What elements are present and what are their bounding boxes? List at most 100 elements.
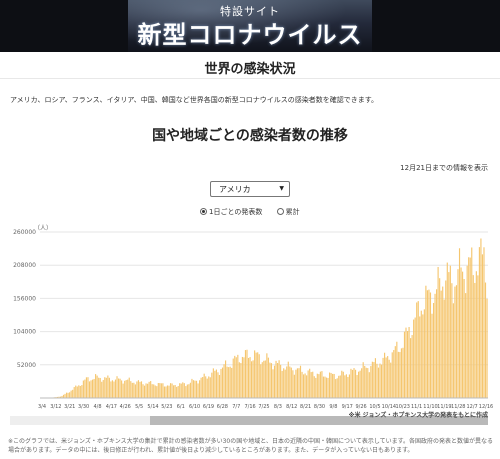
daily-bar: [225, 360, 227, 398]
daily-bar: [283, 368, 285, 398]
x-tick-label: 3/4: [38, 404, 46, 410]
daily-bar: [122, 383, 124, 398]
daily-bar: [481, 254, 484, 398]
chart-scrollbar[interactable]: [10, 416, 488, 425]
daily-bar: [289, 366, 291, 398]
daily-bar: [237, 354, 239, 398]
scroll-thumb[interactable]: [150, 416, 488, 425]
daily-bar: [365, 367, 367, 398]
mode-option-cumulative[interactable]: 累計: [276, 207, 300, 217]
daily-bar: [62, 394, 65, 398]
x-tick-label: 4/17: [106, 404, 117, 410]
daily-bar: [133, 382, 135, 398]
daily-bar: [379, 363, 381, 398]
daily-bar: [160, 383, 162, 398]
daily-bar: [203, 373, 205, 398]
y-tick-label: 208000: [13, 262, 36, 269]
daily-bar: [307, 370, 309, 398]
daily-bar: [324, 376, 326, 398]
daily-bar: [347, 376, 349, 398]
daily-bar: [385, 357, 387, 398]
daily-bar: [455, 285, 458, 398]
daily-bar: [292, 370, 294, 398]
daily-bar: [156, 386, 158, 398]
daily-bar: [121, 380, 123, 398]
daily-bar: [229, 366, 231, 398]
daily-bar: [244, 350, 247, 398]
daily-bar: [95, 374, 97, 398]
daily-bar: [189, 382, 191, 398]
daily-bar: [325, 377, 328, 398]
radio-icon[interactable]: [276, 208, 284, 215]
daily-bar: [428, 289, 430, 398]
daily-bar: [145, 383, 147, 398]
daily-bar: [241, 356, 243, 398]
daily-bar: [387, 356, 389, 398]
daily-bar: [474, 282, 476, 398]
daily-bar: [151, 384, 153, 398]
daily-bar: [205, 376, 207, 398]
daily-bar: [327, 377, 329, 398]
daily-bar: [471, 247, 473, 398]
site-banner[interactable]: 特設サイト 新型コロナウイルス: [0, 0, 500, 52]
daily-bar: [465, 293, 467, 398]
x-tick-label: 7/25: [258, 404, 269, 410]
daily-bar: [223, 364, 225, 398]
x-tick-label: 9/17: [342, 404, 353, 410]
x-tick-label: 4/26: [120, 404, 131, 410]
daily-bar: [113, 381, 115, 398]
intro-text: アメリカ、ロシア、フランス、イタリア、中国、韓国など世界各国の新型コロナウイルス…: [10, 96, 378, 104]
daily-bar: [345, 374, 347, 398]
daily-bar: [67, 392, 69, 398]
daily-bar: [361, 368, 363, 398]
daily-bar: [442, 286, 444, 398]
daily-bar: [319, 371, 321, 398]
daily-bar: [477, 275, 479, 398]
daily-bar: [168, 385, 170, 398]
daily-bar: [108, 377, 110, 398]
country-select[interactable]: アメリカ ▼: [210, 181, 290, 197]
y-tick-label: 156000: [13, 295, 36, 302]
daily-bar: [78, 385, 80, 398]
daily-bar: [105, 377, 107, 398]
daily-bar: [351, 369, 354, 398]
daily-bar: [275, 360, 277, 398]
daily-bar: [417, 301, 419, 398]
daily-bar: [425, 285, 427, 398]
daily-bar: [261, 362, 263, 398]
daily-bar: [356, 375, 358, 398]
daily-bar: [306, 375, 308, 398]
daily-bar: [284, 369, 286, 398]
daily-bar: [315, 377, 317, 398]
chart-heading: 国や地域ごとの感染者数の推移: [152, 128, 348, 144]
daily-bar: [290, 367, 292, 398]
daily-bar: [403, 331, 406, 398]
daily-bar: [218, 374, 221, 398]
daily-bar: [376, 363, 378, 398]
daily-bar: [318, 374, 320, 398]
daily-bar: [313, 376, 315, 398]
daily-bar: [130, 381, 132, 398]
daily-bar: [212, 368, 214, 398]
daily-bar: [373, 362, 375, 398]
scroll-track[interactable]: [10, 416, 150, 425]
chart-bars: [41, 238, 488, 398]
daily-bar: [399, 352, 401, 398]
daily-bar: [111, 380, 114, 398]
daily-bar: [61, 395, 63, 398]
daily-bar: [370, 366, 372, 398]
daily-bar: [391, 352, 393, 398]
mode-option-daily[interactable]: 1日ごとの発表数: [200, 207, 262, 217]
radio-icon-selected[interactable]: [200, 208, 207, 215]
daily-bar: [362, 362, 364, 398]
country-select-value: アメリカ: [219, 185, 251, 194]
daily-bar: [125, 380, 127, 398]
daily-bar: [333, 373, 335, 398]
section-divider: [0, 78, 500, 79]
x-tick-label: 5/5: [135, 404, 143, 410]
daily-bar: [457, 269, 459, 398]
daily-bar: [388, 359, 390, 398]
daily-bar: [197, 383, 199, 398]
daily-bar: [458, 248, 461, 398]
daily-bar: [124, 380, 126, 398]
